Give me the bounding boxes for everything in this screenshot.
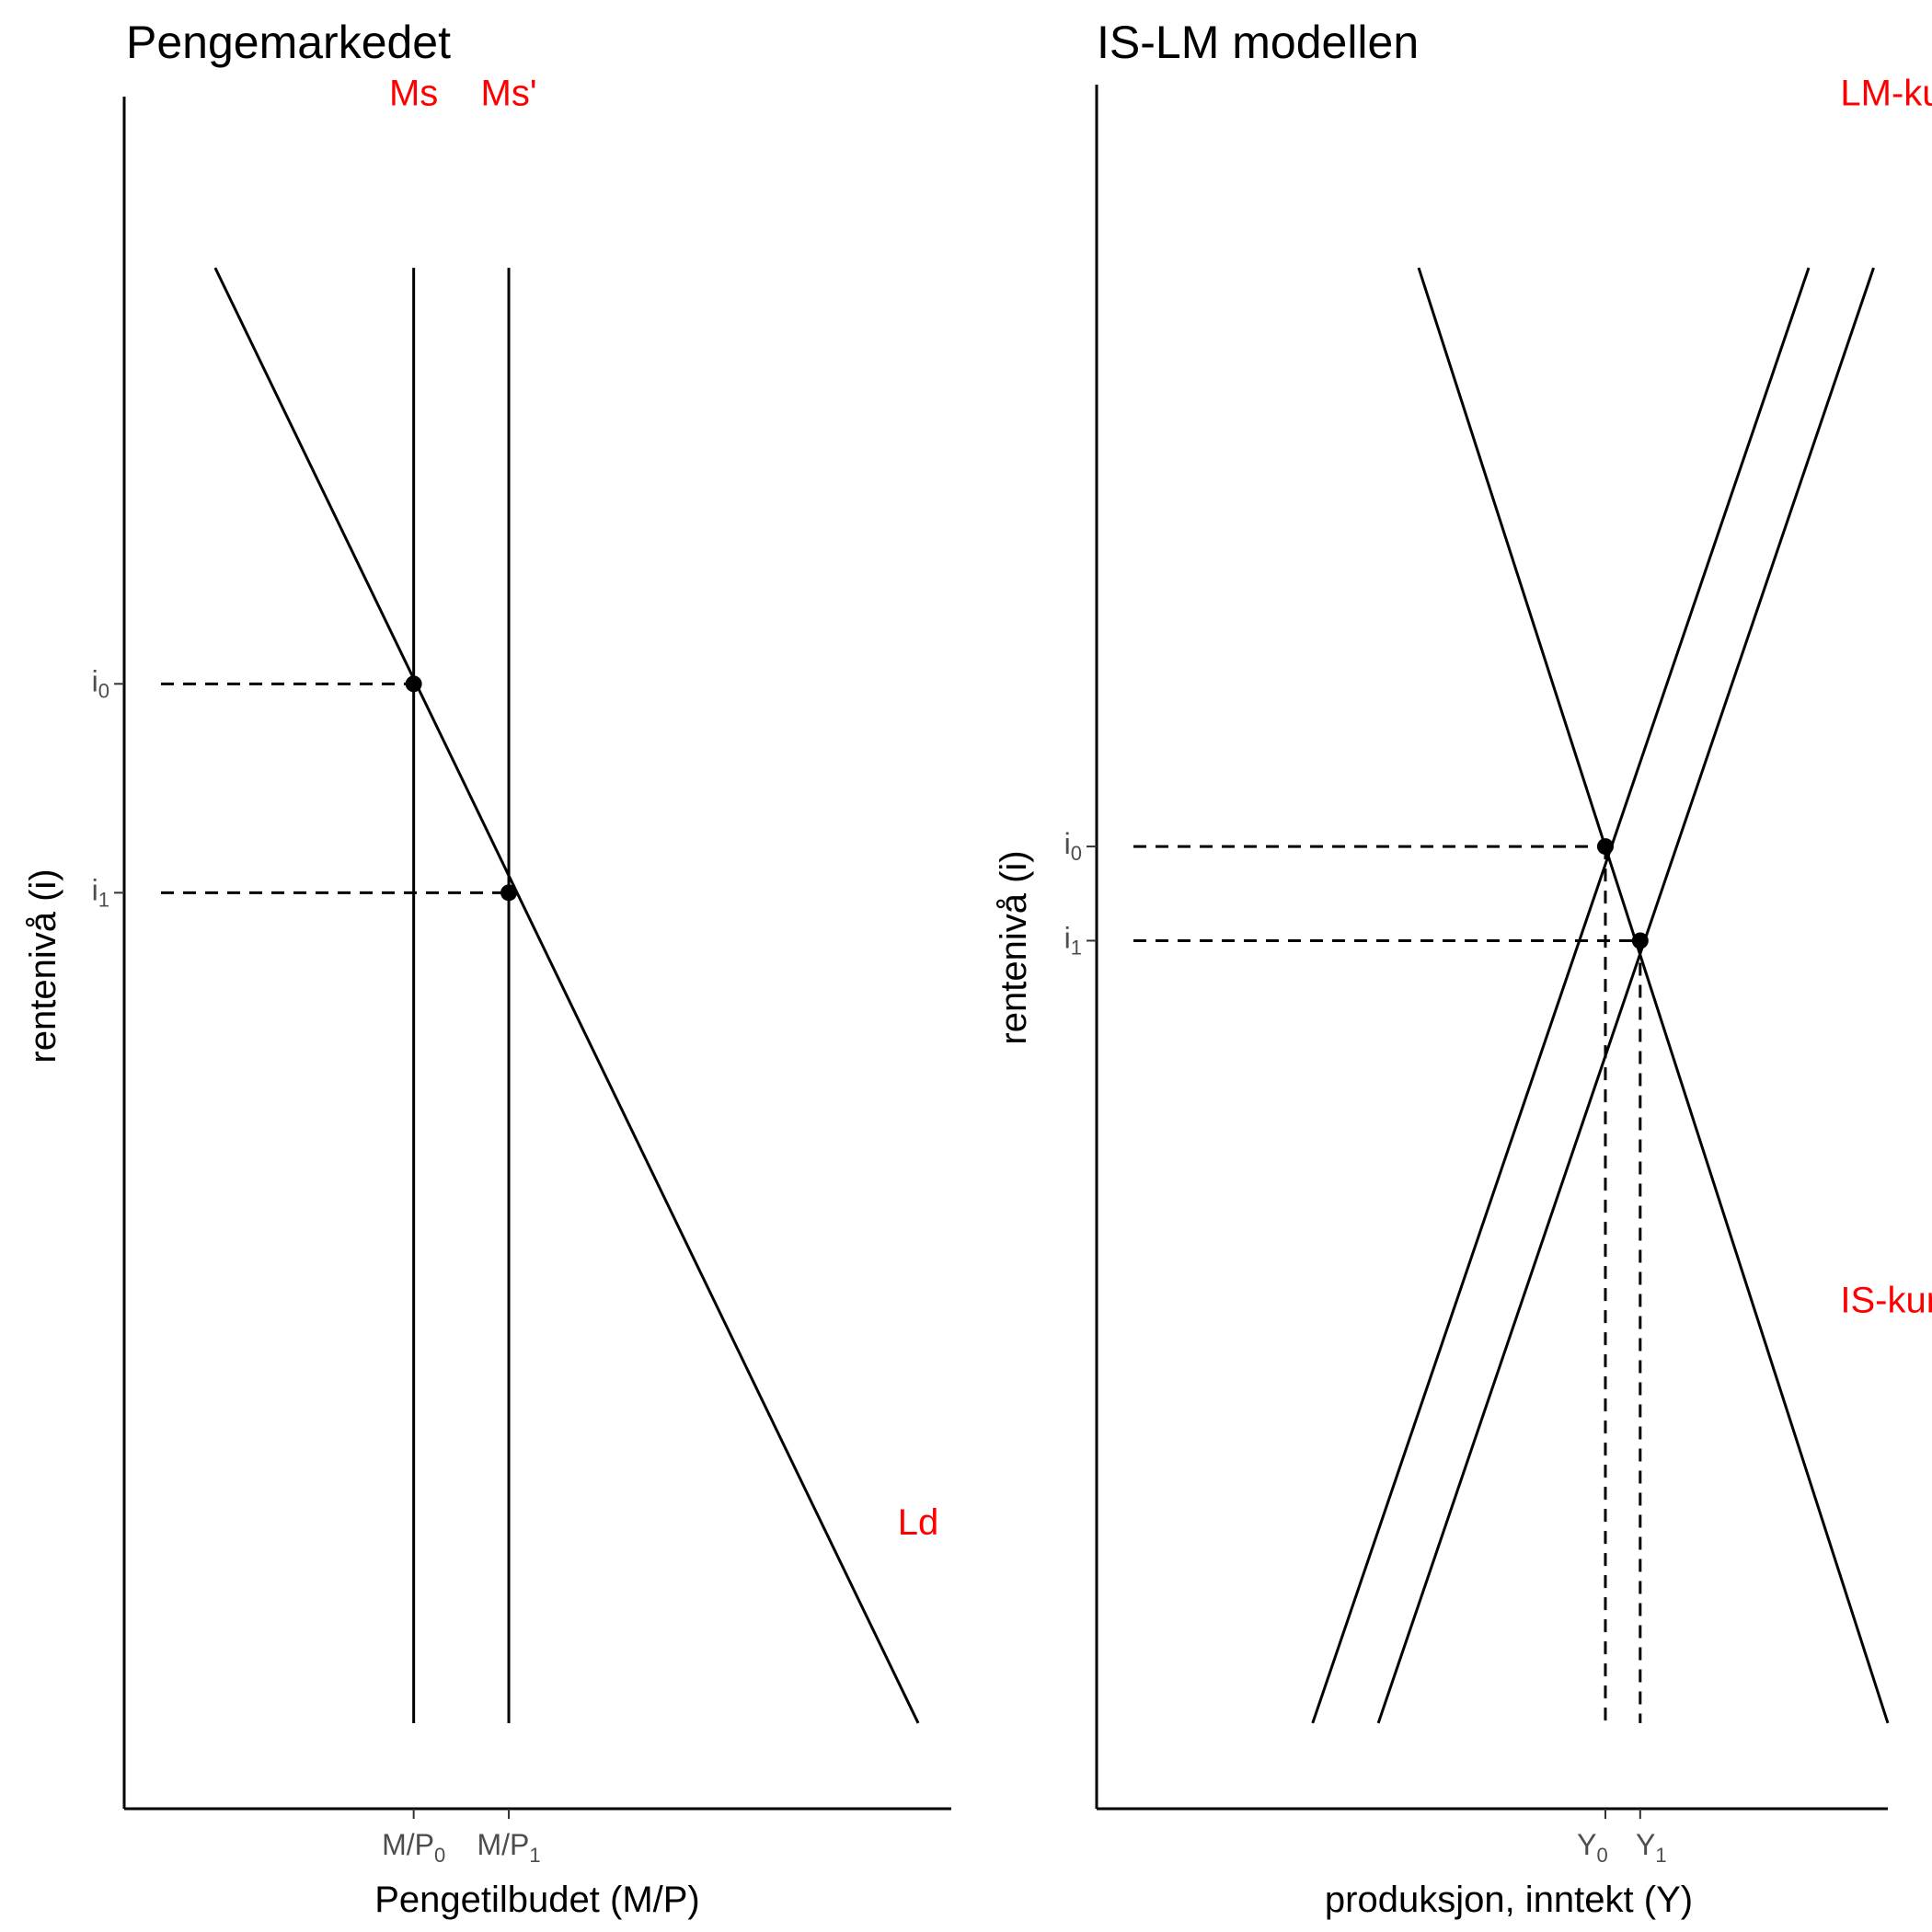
equilibrium-point xyxy=(500,884,518,902)
axis-ticks: M/P0 M/P1 i0 i1 xyxy=(92,664,541,1867)
y-axis-title: rentenivå (i) xyxy=(994,850,1034,1044)
x-tick-label: Y0 xyxy=(1577,1828,1608,1867)
x-axis-title: produksjon, inntekt (Y) xyxy=(1325,1880,1693,1920)
curve-labels: Ms Ms' Ld xyxy=(389,73,938,1543)
x-axis-title: Pengetilbudet (M/P) xyxy=(374,1880,700,1920)
y-tick-label: i1 xyxy=(1064,921,1082,959)
x-tick-label: M/P1 xyxy=(477,1828,540,1867)
y-axis-title: rentenivå (i) xyxy=(23,868,63,1063)
curve-label-ms: Ms' xyxy=(481,73,537,113)
y-tick-label: i1 xyxy=(92,873,109,911)
equilibrium-points xyxy=(405,675,518,902)
curve-labels: LM-kurven IS-kurven xyxy=(1840,73,1932,1320)
axis-ticks: Y0 Y1 i0 i1 xyxy=(1064,827,1667,1867)
panel-money-market: Pengemarkedet Pengetilbudet (M/P) renten… xyxy=(23,17,951,1920)
series-line-lm-kurven xyxy=(1311,267,1811,1724)
curve-label-is-kurven: IS-kurven xyxy=(1840,1280,1932,1320)
axes xyxy=(122,97,951,1811)
curve-label-ld: Ld xyxy=(898,1502,939,1543)
equilibrium-point xyxy=(1631,932,1649,949)
x-tick-label: Y1 xyxy=(1636,1828,1667,1867)
curve-label-lm-kurven: LM-kurven xyxy=(1840,73,1932,113)
y-tick-label: i0 xyxy=(92,664,109,702)
guide-lines xyxy=(1133,845,1642,1723)
chart-title: IS-LM modellen xyxy=(1097,17,1419,68)
curves xyxy=(1311,267,1890,1724)
x-tick-label: M/P0 xyxy=(382,1828,445,1867)
guide-lines xyxy=(161,682,510,894)
panel-is-lm: IS-LM modellen produksjon, inntekt (Y) r… xyxy=(994,17,1932,1920)
chart-title: Pengemarkedet xyxy=(126,17,451,68)
equilibrium-point xyxy=(1596,838,1614,856)
equilibrium-point xyxy=(405,675,422,693)
series-line-is-kurven xyxy=(1417,267,1890,1724)
equilibrium-points xyxy=(1596,838,1649,949)
series-line-ld xyxy=(213,267,920,1724)
curve-label-ms: Ms xyxy=(389,73,438,113)
curves xyxy=(213,267,920,1724)
y-tick-label: i0 xyxy=(1064,827,1082,865)
series-line-lm-kurven xyxy=(1376,267,1875,1724)
axes xyxy=(1095,85,1888,1811)
